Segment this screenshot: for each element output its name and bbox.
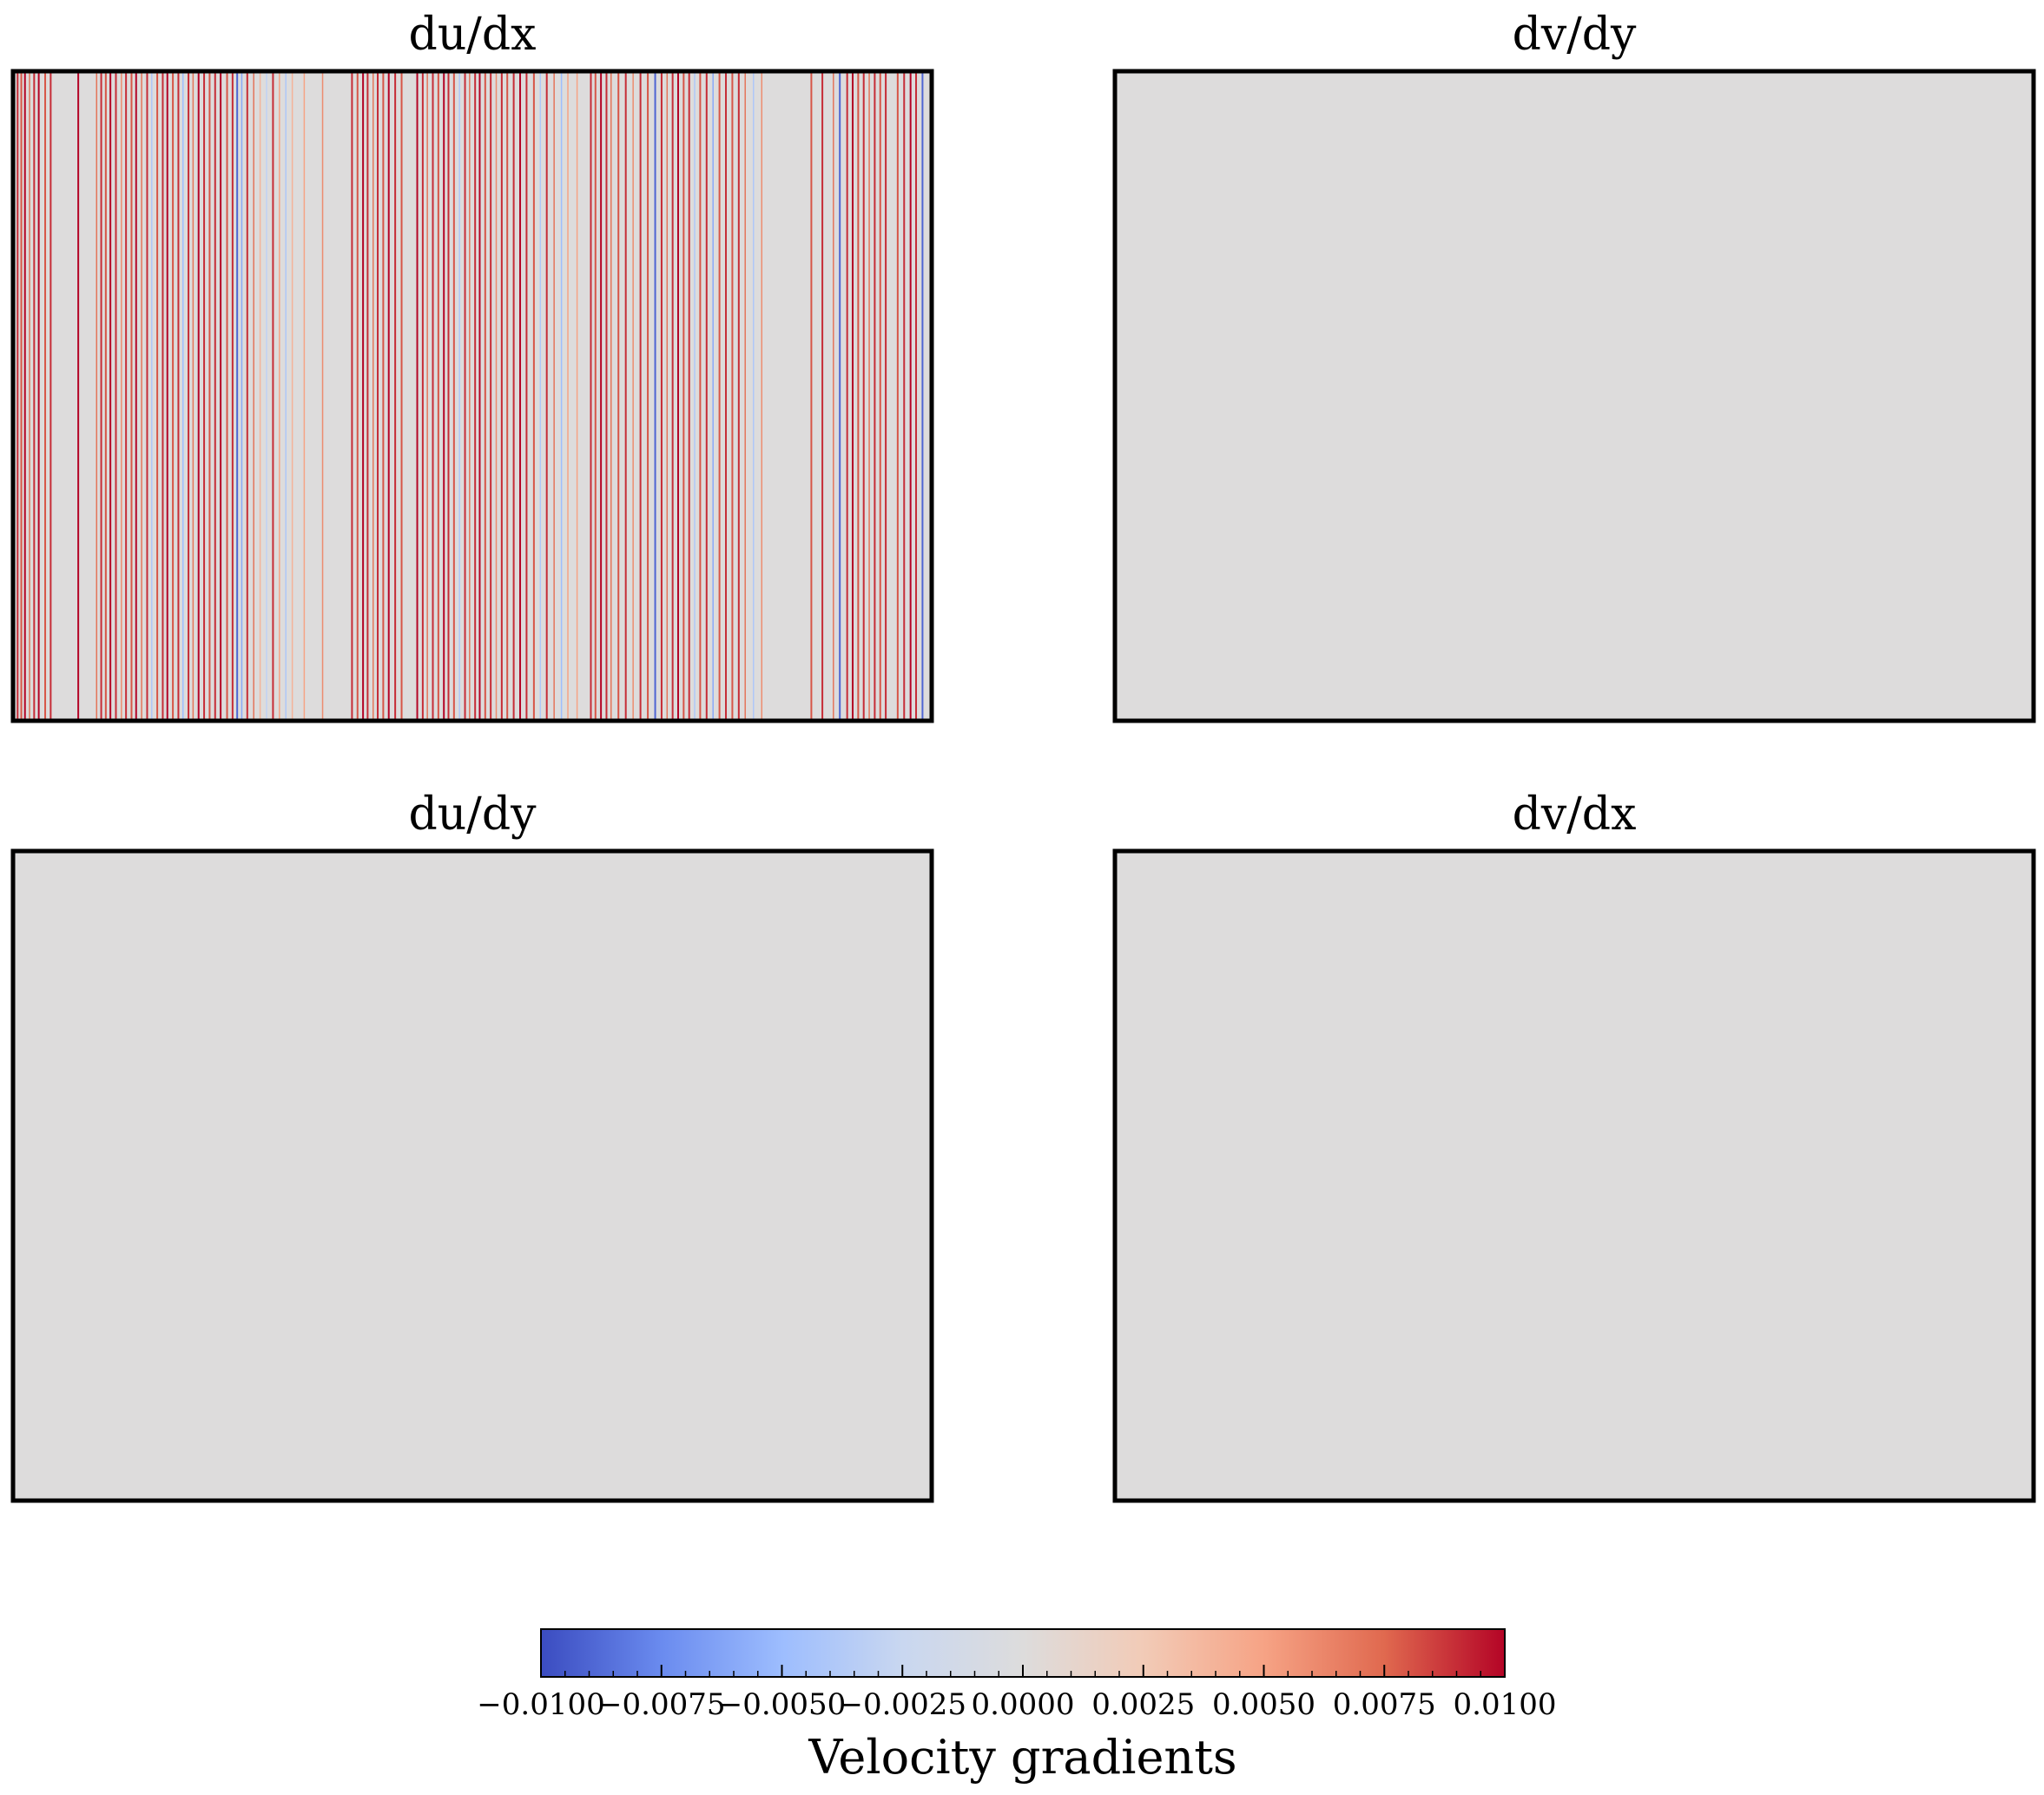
axes-frame-dv-dx: [1112, 848, 2036, 1503]
heatmap-background-dv-dx: [1115, 851, 2034, 1501]
axes-frame-du-dy: [10, 848, 934, 1503]
colorbar-tick-label-0: −0.0100: [477, 1687, 604, 1722]
axes-frame-dv-dy: [1112, 69, 2036, 723]
colorbar-tick-label-8: 0.0100: [1454, 1687, 1557, 1722]
panel-du-dy: du/dy: [10, 789, 934, 1503]
panel-title-du-dx: du/dx: [409, 9, 537, 61]
heatmap-background-du-dy: [13, 851, 932, 1501]
colorbar-tick-label-5: 0.0025: [1091, 1687, 1195, 1722]
panel-dv-dx: dv/dx: [1112, 789, 2036, 1503]
colorbar: −0.0100−0.0075−0.0050−0.0025 0.0000 0.0025…: [477, 1628, 1556, 1785]
panel-title-dv-dx: dv/dx: [1513, 789, 1637, 841]
colorbar-tick-label-6: 0.0050: [1212, 1687, 1315, 1722]
heatmap-background-dv-dy: [1115, 71, 2034, 721]
colorbar-tick-label-4: 0.0000: [972, 1687, 1075, 1722]
colorbar-tick-label-3: −0.0025: [839, 1687, 966, 1722]
colorbar-tick-label-1: −0.0075: [597, 1687, 725, 1722]
panel-dv-dy: dv/dy: [1112, 9, 2036, 723]
colorbar-tick-labels: −0.0100−0.0075−0.0050−0.0025 0.0000 0.0025…: [477, 1687, 1556, 1722]
axes-frame-du-dx: [10, 69, 934, 723]
panel-title-dv-dy: dv/dy: [1513, 9, 1637, 61]
stripe-layer-du-dx: [16, 71, 924, 721]
colorbar-tick-label-2: −0.0050: [718, 1687, 846, 1722]
colorbar-ticks: [540, 1665, 1506, 1677]
colorbar-tick-label-7: 0.0075: [1333, 1687, 1436, 1722]
heatmap-background-du-dx: [13, 71, 932, 721]
panel-du-dx: du/dx: [10, 9, 934, 723]
colorbar-label: Velocity gradients: [808, 1730, 1236, 1785]
panel-title-du-dy: du/dy: [409, 789, 537, 841]
